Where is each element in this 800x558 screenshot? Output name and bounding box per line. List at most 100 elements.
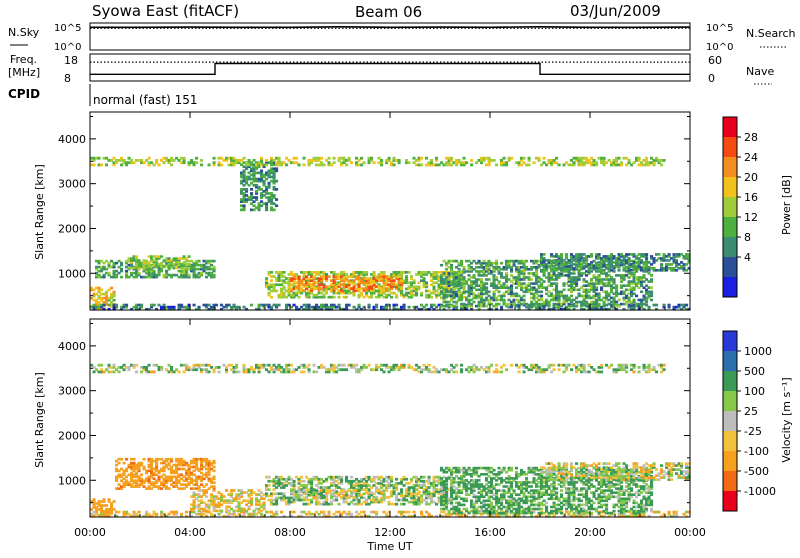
heatmap-cell: [188, 255, 191, 257]
heatmap-cell: [103, 304, 106, 307]
heatmap-cell: [320, 157, 323, 160]
heatmap-cell: [365, 271, 368, 274]
heatmap-cell: [485, 282, 488, 285]
heatmap-cell: [640, 291, 643, 294]
heatmap-cell: [400, 279, 403, 282]
heatmap-cell: [298, 164, 301, 167]
heatmap-cell: [405, 275, 408, 278]
heatmap-cell: [108, 511, 111, 514]
heatmap-cell: [105, 164, 108, 167]
heatmap-cell: [420, 511, 423, 514]
heatmap-cell: [215, 304, 218, 307]
heatmap-cell: [495, 260, 498, 263]
heatmap-cell: [660, 263, 663, 266]
heatmap-cell: [663, 304, 666, 307]
heatmap-cell: [393, 164, 396, 167]
heatmap-cell: [200, 164, 203, 167]
heatmap-cell: [275, 204, 278, 207]
heatmap-cell: [205, 483, 208, 486]
heatmap-cell: [328, 276, 331, 279]
heatmap-cell: [275, 188, 278, 191]
heatmap-cell: [213, 266, 216, 269]
heatmap-cell: [118, 511, 121, 514]
heatmap-cell: [650, 274, 653, 277]
heatmap-cell: [603, 157, 606, 160]
heatmap-cell: [473, 274, 476, 277]
heatmap-cell: [428, 476, 431, 479]
heatmap-cell: [113, 500, 116, 503]
heatmap-cell: [293, 480, 296, 483]
heatmap-cell: [395, 503, 398, 506]
heatmap-cell: [543, 280, 546, 283]
heatmap-cell: [265, 164, 268, 167]
heatmap-cell: [398, 159, 401, 162]
heatmap-cell: [408, 161, 411, 164]
heatmap-cell: [498, 280, 501, 283]
heatmap-cell: [443, 272, 446, 275]
heatmap-cell: [233, 489, 236, 492]
heatmap-cell: [143, 458, 146, 461]
heatmap-cell: [335, 499, 338, 502]
heatmap-cell: [108, 304, 111, 307]
heatmap-cell: [463, 266, 466, 269]
heatmap-cell: [418, 490, 421, 493]
heatmap-cell: [213, 460, 216, 463]
heatmap-cell: [255, 196, 258, 199]
heatmap-cell: [293, 276, 296, 279]
heatmap-cell: [213, 476, 216, 479]
heatmap-cell: [555, 157, 558, 160]
heatmap-cell: [220, 164, 223, 167]
nsky-panel: N.Sky 10^5 10^0 10^5 10^0 N.Search: [8, 23, 796, 53]
power-ylabel: Slant Range [km]: [33, 164, 46, 260]
heatmap-cell: [323, 164, 326, 167]
heatmap-cell: [260, 157, 263, 160]
heatmap-cell: [418, 286, 421, 289]
heatmap-cell: [350, 476, 353, 479]
heatmap-cell: [380, 159, 383, 162]
heatmap-cell: [213, 470, 216, 473]
heatmap-cell: [388, 157, 391, 160]
heatmap-cell: [413, 511, 416, 514]
heatmap-cell: [115, 304, 118, 307]
heatmap-cell: [280, 511, 283, 514]
heatmap-cell: [265, 277, 268, 280]
heatmap-cell: [273, 209, 276, 212]
cpid-text: normal (fast) 151: [93, 93, 197, 107]
heatmap-cell: [283, 492, 286, 495]
heatmap-cell: [113, 299, 116, 302]
heatmap-cell: [243, 157, 246, 160]
heatmap-cell: [270, 279, 273, 282]
heatmap-cell: [300, 476, 303, 479]
heatmap-cell: [668, 304, 671, 307]
heatmap-cell: [173, 306, 176, 309]
heatmap-cell: [660, 164, 663, 167]
heatmap-cell: [333, 157, 336, 160]
freq-tick-top: 18: [64, 54, 78, 67]
nsky-tick-bottom: 10^0: [54, 42, 81, 53]
heatmap-cell: [650, 299, 653, 302]
heatmap-cell: [283, 271, 286, 274]
freq-label: Freq.: [10, 53, 37, 66]
heatmap-cell: [473, 301, 476, 304]
heatmap-cell: [633, 299, 636, 302]
y-tick-label: 4000: [58, 133, 86, 146]
heatmap-cell: [413, 279, 416, 282]
heatmap-cell: [140, 474, 143, 477]
heatmap-cell: [503, 299, 506, 302]
heatmap-cell: [615, 284, 618, 287]
heatmap-cell: [168, 265, 171, 268]
cpid-label: CPID: [8, 87, 40, 101]
heatmap-cell: [540, 291, 543, 294]
heatmap-cell: [440, 286, 443, 289]
heatmap-cell: [340, 476, 343, 479]
heatmap-cell: [373, 161, 376, 164]
heatmap-cell: [285, 164, 288, 167]
heatmap-cell: [595, 286, 598, 289]
heatmap-cell: [213, 466, 216, 469]
nsearch-label: N.Search: [746, 27, 796, 40]
heatmap-cell: [460, 260, 463, 263]
heatmap-cell: [675, 259, 678, 262]
heatmap-cell: [338, 304, 341, 307]
